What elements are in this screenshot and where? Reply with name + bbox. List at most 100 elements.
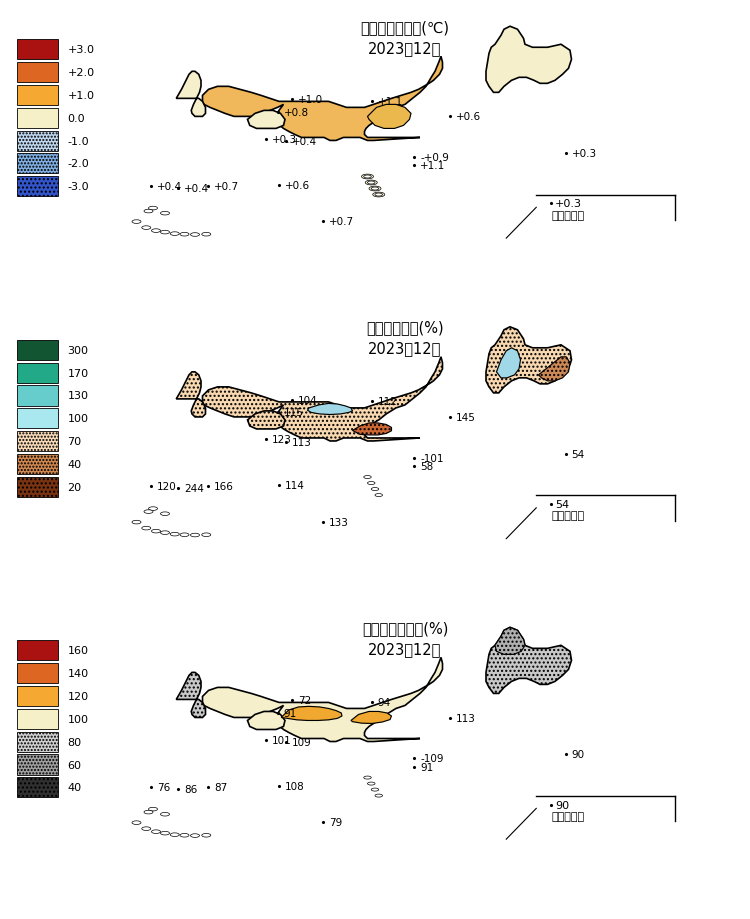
Text: 101: 101: [272, 735, 292, 745]
Text: 80: 80: [68, 737, 82, 747]
FancyBboxPatch shape: [16, 177, 58, 197]
FancyBboxPatch shape: [16, 709, 58, 729]
Text: 130: 130: [68, 391, 88, 401]
Text: +0.3: +0.3: [555, 199, 582, 210]
Circle shape: [132, 821, 141, 824]
Polygon shape: [538, 357, 570, 381]
Text: 降水量平年比(%): 降水量平年比(%): [366, 320, 444, 335]
Text: 104: 104: [298, 395, 318, 405]
Text: +1.0: +1.0: [298, 96, 323, 105]
FancyBboxPatch shape: [16, 154, 58, 175]
FancyBboxPatch shape: [16, 477, 58, 497]
Circle shape: [368, 782, 375, 785]
Circle shape: [144, 510, 153, 514]
Text: 54: 54: [555, 499, 569, 509]
Text: 20: 20: [68, 482, 82, 493]
FancyBboxPatch shape: [16, 108, 58, 129]
Circle shape: [152, 230, 160, 233]
FancyBboxPatch shape: [16, 732, 58, 752]
Circle shape: [160, 512, 170, 516]
Circle shape: [190, 534, 200, 538]
FancyBboxPatch shape: [16, 641, 58, 661]
Text: 79: 79: [329, 817, 343, 827]
Circle shape: [190, 233, 200, 237]
Circle shape: [368, 182, 375, 185]
FancyBboxPatch shape: [16, 363, 58, 383]
Polygon shape: [486, 628, 572, 694]
Polygon shape: [495, 628, 525, 654]
Text: 0.0: 0.0: [68, 114, 85, 124]
Circle shape: [148, 207, 158, 210]
Circle shape: [371, 789, 379, 791]
Circle shape: [371, 488, 379, 491]
Text: +0.3: +0.3: [572, 149, 597, 159]
FancyBboxPatch shape: [16, 664, 58, 684]
Text: +1.1: +1.1: [421, 161, 446, 170]
Polygon shape: [368, 106, 411, 130]
Text: 94: 94: [378, 697, 391, 707]
Polygon shape: [202, 57, 442, 142]
Circle shape: [362, 175, 374, 180]
Circle shape: [364, 176, 371, 179]
Polygon shape: [308, 404, 352, 415]
Text: 70: 70: [68, 437, 82, 447]
Polygon shape: [202, 357, 442, 441]
Text: +0.7: +0.7: [329, 217, 354, 227]
FancyBboxPatch shape: [16, 386, 58, 406]
Text: +0.4: +0.4: [292, 137, 317, 147]
Circle shape: [160, 212, 170, 216]
Text: 109: 109: [292, 738, 312, 748]
FancyBboxPatch shape: [16, 686, 58, 707]
Polygon shape: [176, 372, 206, 417]
Circle shape: [160, 231, 170, 234]
Circle shape: [152, 529, 160, 533]
Text: 40: 40: [68, 460, 82, 470]
Text: 2023年12月: 2023年12月: [368, 341, 442, 356]
Text: 86: 86: [184, 784, 197, 794]
Text: 244: 244: [184, 483, 204, 494]
Polygon shape: [248, 711, 285, 730]
Text: 90: 90: [555, 800, 569, 810]
Circle shape: [180, 233, 189, 237]
Circle shape: [371, 187, 379, 191]
Circle shape: [369, 187, 381, 192]
FancyBboxPatch shape: [16, 432, 58, 452]
Circle shape: [160, 531, 170, 535]
Text: 113: 113: [292, 437, 312, 448]
Text: +0.4: +0.4: [157, 182, 182, 191]
Circle shape: [170, 233, 179, 236]
Text: -2.0: -2.0: [68, 159, 89, 169]
Text: -+0.9: -+0.9: [421, 153, 449, 164]
Circle shape: [142, 227, 151, 230]
Text: 91: 91: [421, 762, 434, 772]
Text: 平均気温平年差(℃): 平均気温平年差(℃): [361, 19, 449, 35]
Polygon shape: [486, 28, 572, 93]
Text: 76: 76: [157, 782, 170, 792]
Text: +1.1: +1.1: [378, 96, 403, 107]
Text: +0.4: +0.4: [184, 184, 209, 194]
Text: 115: 115: [284, 408, 304, 418]
Circle shape: [142, 527, 151, 530]
FancyBboxPatch shape: [16, 754, 58, 775]
Polygon shape: [496, 348, 520, 379]
Circle shape: [180, 834, 189, 837]
FancyBboxPatch shape: [16, 777, 58, 798]
Circle shape: [190, 834, 200, 837]
FancyBboxPatch shape: [16, 340, 58, 360]
Polygon shape: [248, 412, 285, 429]
Text: -101: -101: [421, 453, 444, 463]
Circle shape: [180, 533, 189, 537]
Polygon shape: [281, 707, 342, 720]
Circle shape: [160, 812, 170, 816]
Circle shape: [132, 221, 141, 224]
Polygon shape: [352, 424, 392, 436]
Circle shape: [144, 811, 153, 814]
FancyBboxPatch shape: [16, 40, 58, 61]
Text: 90: 90: [572, 749, 585, 759]
Text: 87: 87: [214, 782, 227, 792]
Polygon shape: [176, 73, 206, 118]
Text: 58: 58: [421, 461, 434, 471]
Text: 40: 40: [68, 782, 82, 792]
Text: 91: 91: [284, 708, 297, 718]
Circle shape: [375, 794, 382, 797]
